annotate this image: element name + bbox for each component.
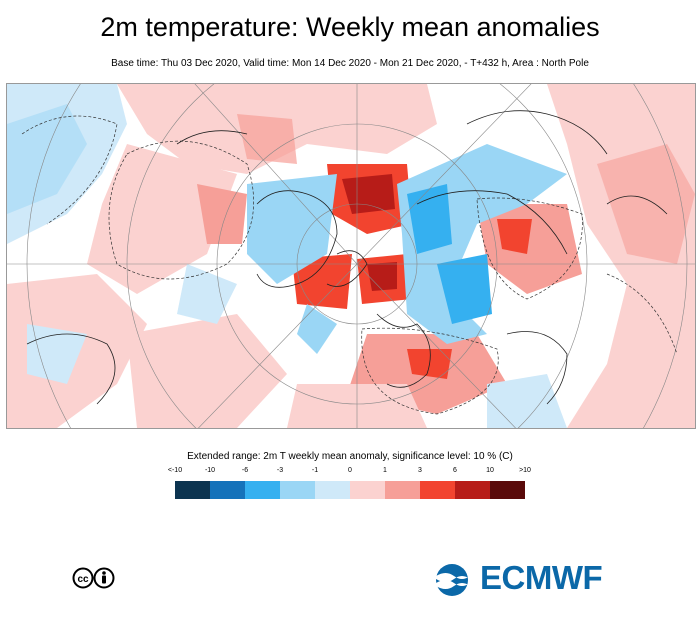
legend-swatch [490, 481, 525, 499]
map-subtitle: Base time: Thu 03 Dec 2020, Valid time: … [111, 58, 589, 69]
cold-region [407, 184, 452, 254]
temperature-anomaly-map [6, 83, 696, 429]
legend-colorbar [175, 481, 525, 499]
cold-region [7, 104, 87, 214]
warm-region [237, 114, 297, 164]
legend-tick: 0 [348, 467, 352, 474]
legend-swatch [175, 481, 210, 499]
creative-commons-badge[interactable]: cc [72, 567, 116, 589]
cold-region [437, 254, 492, 324]
warm-region [367, 262, 397, 291]
ecmwf-logo-text: ECMWF [480, 559, 603, 596]
cold-region [487, 374, 567, 428]
legend-swatch [385, 481, 420, 499]
warm-region [197, 184, 247, 244]
coastlines [26, 110, 668, 405]
legend-tick: -10 [204, 467, 216, 474]
warm-region [292, 254, 352, 309]
ecmwf-logo[interactable] [430, 562, 630, 598]
legend-tick: -6 [241, 467, 249, 474]
warm-region [87, 144, 237, 294]
legend-tick: -3 [276, 467, 284, 474]
legend-swatch [350, 481, 385, 499]
legend-swatch [455, 481, 490, 499]
legend-swatch [280, 481, 315, 499]
legend-tick: -1 [311, 467, 319, 474]
legend-tick: 3 [418, 467, 422, 474]
cc-icon: cc [72, 567, 94, 589]
cold-region [177, 264, 237, 324]
cold-region [297, 304, 337, 354]
warm-region [497, 219, 532, 254]
legend-ticks: <-10 -10 -6 -3 -1 0 1 3 6 10 >10 [168, 467, 531, 477]
legend-swatch [420, 481, 455, 499]
legend-tick: <-10 [167, 467, 183, 474]
legend-tick: 1 [383, 467, 387, 474]
legend-swatch [210, 481, 245, 499]
by-icon [93, 567, 115, 589]
ecmwf-logo-icon [436, 564, 470, 596]
warm-region [127, 314, 287, 428]
map-title: 2m temperature: Weekly mean anomalies [100, 12, 600, 42]
cold-region [27, 324, 87, 384]
warm-region [597, 144, 695, 264]
svg-text:cc: cc [77, 574, 89, 585]
legend-tick: >10 [519, 467, 531, 474]
meridians [7, 84, 695, 428]
significance-contours [21, 115, 678, 415]
legend-swatch [315, 481, 350, 499]
legend-swatch [245, 481, 280, 499]
legend-tick: 6 [453, 467, 457, 474]
legend-tick: 10 [486, 467, 494, 474]
legend-title: Extended range: 2m T weekly mean anomaly… [187, 451, 513, 462]
cold-region [247, 174, 337, 284]
